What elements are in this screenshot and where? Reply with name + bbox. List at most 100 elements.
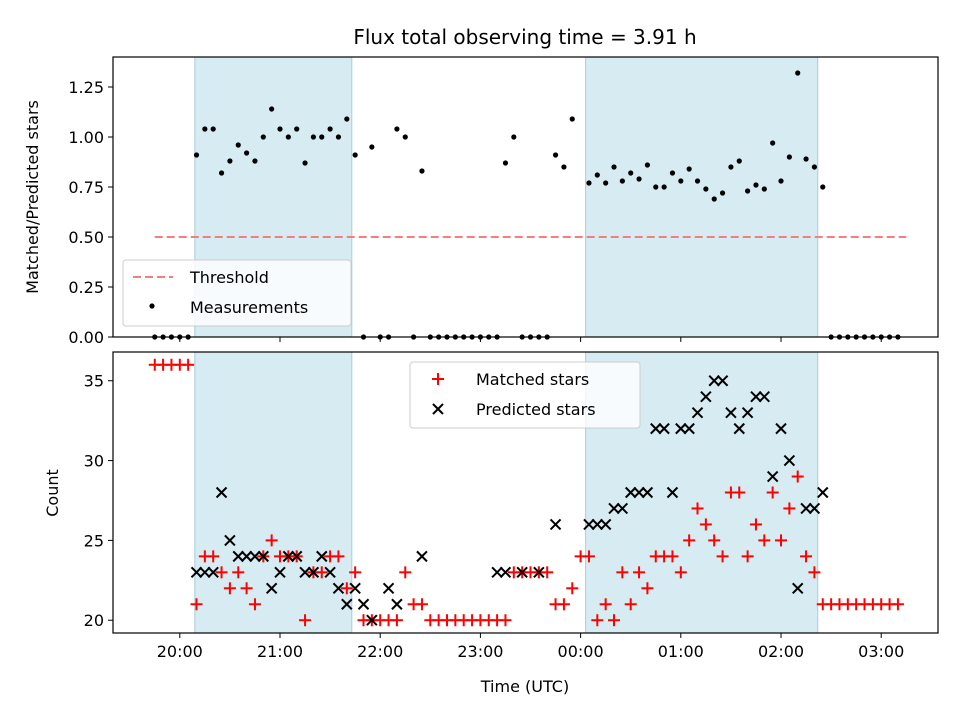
top-y-tick-label: 1.25 bbox=[68, 78, 104, 97]
predicted-star-point-b bbox=[725, 406, 737, 419]
predicted-star-point bbox=[190, 566, 203, 579]
predicted-star-point-b bbox=[274, 566, 286, 579]
predicted-star-point-b bbox=[257, 550, 270, 563]
predicted-star-point-b bbox=[516, 566, 528, 579]
matched-star-point bbox=[741, 550, 754, 563]
predicted-star-point-b bbox=[316, 550, 328, 563]
matched-star-point bbox=[716, 550, 729, 563]
predicted-star-point-b bbox=[675, 422, 687, 435]
measurement-point bbox=[511, 134, 517, 140]
predicted-star-point bbox=[625, 486, 637, 499]
predicted-star-point bbox=[516, 566, 528, 579]
measurement-point bbox=[502, 160, 509, 166]
measurement-point bbox=[619, 178, 625, 184]
measurement-point bbox=[803, 156, 809, 162]
predicted-star-point bbox=[817, 486, 829, 499]
measurement-point bbox=[302, 160, 308, 166]
measurement-point bbox=[770, 140, 776, 146]
measurement-point bbox=[820, 184, 826, 190]
matched-star-point bbox=[315, 566, 328, 579]
matched-star-point bbox=[591, 614, 604, 627]
predicted-star-point bbox=[583, 518, 595, 531]
predicted-star-point-b bbox=[608, 502, 620, 515]
predicted-star-point-b bbox=[332, 582, 345, 595]
measurement-point bbox=[811, 164, 818, 170]
bottom-x-tick-label: 22:00 bbox=[357, 642, 403, 661]
predicted-star-point-b bbox=[808, 502, 821, 515]
predicted-star-point bbox=[591, 518, 604, 531]
measurement-point bbox=[260, 134, 266, 140]
predicted-star-point bbox=[775, 422, 787, 435]
predicted-star-point bbox=[708, 375, 720, 387]
measurement-point bbox=[269, 106, 275, 112]
matched-star-point bbox=[691, 502, 704, 515]
matched-star-point bbox=[557, 598, 570, 611]
matched-star-point bbox=[775, 534, 788, 547]
predicted-star-point bbox=[324, 566, 336, 579]
bottom-x-tick-label: 20:00 bbox=[157, 642, 203, 661]
top-panel-legend: Threshold Measurements bbox=[122, 259, 352, 327]
predicted-star-point bbox=[249, 550, 261, 563]
measurement-point bbox=[227, 158, 233, 164]
predicted-star-point-b bbox=[616, 502, 629, 515]
predicted-star-point bbox=[199, 566, 211, 579]
measurement-point bbox=[402, 134, 408, 140]
top-panel-y-axis-label: Matched/Predicted stars bbox=[23, 100, 42, 294]
predicted-star-point-b bbox=[792, 582, 804, 595]
predicted-star-point bbox=[391, 598, 403, 610]
predicted-star-point bbox=[616, 502, 629, 515]
predicted-star-point-b bbox=[324, 566, 336, 579]
measurement-point bbox=[778, 178, 784, 184]
matched-stars-legend-marker bbox=[432, 373, 444, 385]
predicted-star-point-b bbox=[583, 518, 595, 531]
predicted-stars-legend-marker bbox=[432, 403, 444, 415]
predicted-star-point bbox=[549, 518, 562, 531]
bottom-y-tick-label: 20 bbox=[84, 611, 104, 630]
predicted-star-point bbox=[808, 502, 821, 515]
predicted-star-point bbox=[274, 566, 286, 579]
bottom-panel-series bbox=[148, 358, 904, 627]
matched-star-point bbox=[608, 614, 621, 627]
predicted-star-point-b bbox=[658, 422, 670, 435]
predicted-star-point bbox=[416, 550, 428, 563]
predicted-star-point bbox=[282, 550, 295, 563]
matched-star-point bbox=[349, 566, 362, 579]
matched-star-point bbox=[666, 550, 679, 563]
measurement-point bbox=[594, 172, 600, 178]
matched-star-point bbox=[541, 566, 554, 579]
predicted-star-point-b bbox=[783, 454, 796, 467]
matched-star-point bbox=[749, 518, 762, 531]
predicted-star-point bbox=[766, 470, 779, 483]
measurement-point bbox=[603, 180, 609, 186]
predicted-star-point-b bbox=[599, 518, 612, 531]
bottom-x-tick-label: 02:00 bbox=[758, 642, 804, 661]
predicted-star-point-b bbox=[265, 582, 278, 595]
measurement-point bbox=[636, 176, 642, 182]
measurement-point bbox=[218, 170, 225, 176]
predicted-star-point bbox=[332, 582, 345, 595]
predicted-star-point-b bbox=[533, 566, 545, 579]
matched-star-point bbox=[182, 358, 195, 371]
top-legend-box bbox=[122, 259, 352, 327]
predicted-star-point bbox=[290, 550, 303, 563]
predicted-star-point-b bbox=[591, 518, 604, 531]
top-y-tick-label: 0.75 bbox=[68, 178, 104, 197]
predicted-star-point-b bbox=[240, 550, 253, 563]
predicted-star-point bbox=[658, 422, 670, 435]
measurement-point bbox=[761, 186, 767, 192]
predicted-star-point bbox=[316, 550, 328, 563]
predicted-star-point bbox=[215, 486, 228, 499]
predicted-star-point-b bbox=[215, 486, 228, 499]
measurement-point bbox=[661, 184, 667, 190]
bottom-panel-ticks: 20 25 30 35 20:00 21:00 22:00 23:00 00:00 01:00 02… bbox=[84, 372, 905, 661]
predicted-star-point-b bbox=[716, 375, 729, 387]
matched-star-point bbox=[800, 550, 813, 563]
matched-star-point bbox=[248, 598, 261, 611]
top-panel-ticks: 0.00 0.25 0.50 0.75 1.00 1.25 bbox=[68, 78, 882, 347]
predicted-star-point-b bbox=[357, 598, 370, 610]
measurement-point bbox=[327, 126, 333, 132]
measurement-point bbox=[711, 196, 717, 202]
predicted-star-point bbox=[207, 566, 219, 579]
predicted-star-point-b bbox=[633, 486, 645, 499]
